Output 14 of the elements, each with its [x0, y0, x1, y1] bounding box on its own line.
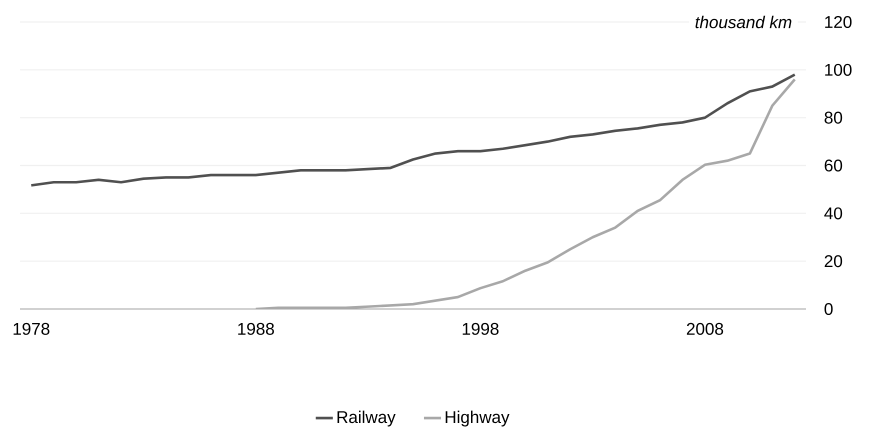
y-tick-label: 40	[824, 207, 842, 220]
y-tick-label: 80	[824, 112, 842, 124]
y-tick-label: 0	[824, 302, 833, 316]
y-tick-label: 60	[824, 159, 842, 172]
x-tick-label: 2008	[686, 322, 724, 335]
x-tick-label: 1978	[14, 322, 50, 335]
legend-label: Railway	[338, 410, 396, 426]
legend-label: Highway	[446, 410, 510, 426]
y-tick-label: 120	[825, 16, 852, 28]
y-tick-label: 100	[825, 64, 852, 76]
x-tick-label: 1998	[462, 322, 499, 335]
y-tick-label: 20	[824, 255, 842, 268]
x-tick-label: 1988	[238, 322, 274, 335]
y-axis-title: thousand km	[696, 16, 792, 28]
